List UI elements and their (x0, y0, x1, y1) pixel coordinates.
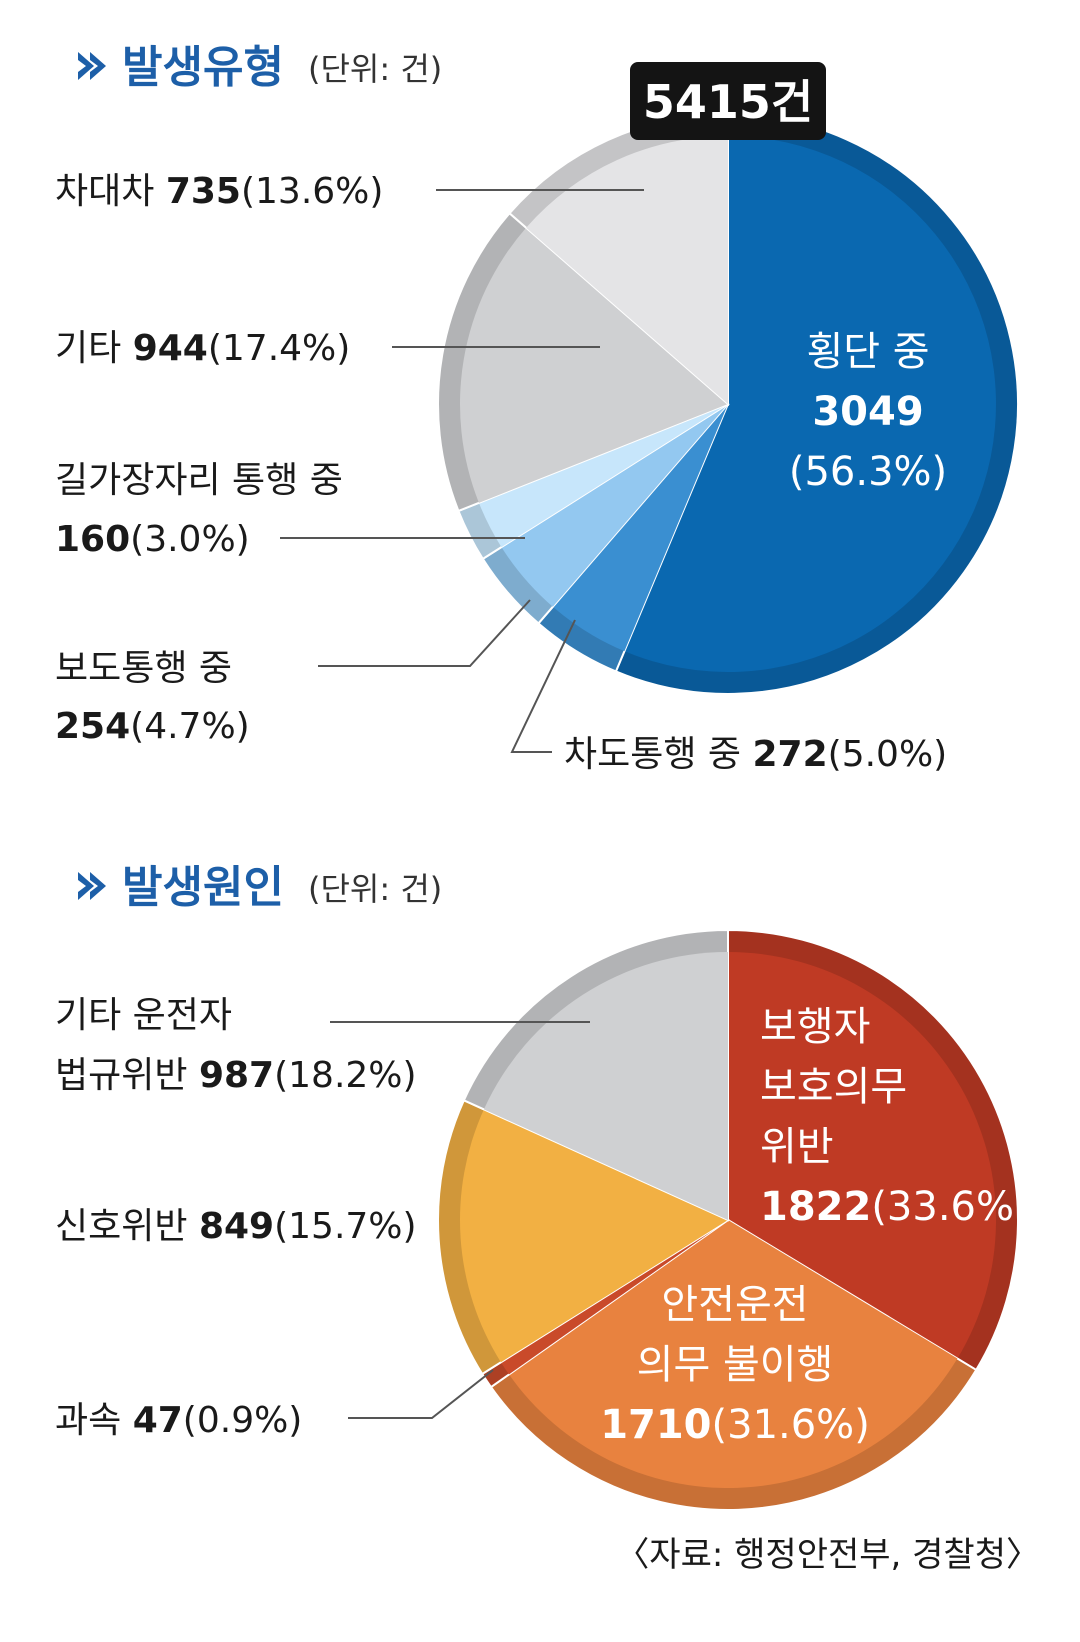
type-label-bodo-value: 254 (55, 706, 130, 747)
type-label-gita-pct: (17.4%) (208, 328, 350, 369)
total-badge: 5415건 (630, 62, 826, 140)
type-label-chadaecha-name: 차대차 (55, 171, 166, 212)
type-section-title: 발생유형 (122, 42, 284, 93)
type-label-chado-name: 차도통행 중 (564, 734, 753, 775)
cause-pie-slice-inner-0 (728, 951, 997, 1359)
type-label-chado-pct: (5.0%) (828, 734, 948, 775)
type-pie-slice-inner-5 (526, 136, 728, 404)
cause-label-c2-value: 1710 (600, 1402, 711, 1448)
cause-label-c5-name: 법규위반 (55, 1055, 199, 1096)
cause-label-c4-name: 신호위반 (55, 1206, 199, 1247)
chevron-right-icon (78, 52, 106, 80)
type-label-chadaecha: 차대차 735(13.6%) (55, 171, 383, 212)
type-label-gilga-value: 160 (55, 519, 130, 560)
type-pie-slice-inner-2 (501, 404, 728, 607)
total-badge-text: 5415건 (643, 75, 813, 129)
cause-label-c1-line3: 위반 (760, 1124, 834, 1170)
cause-label-c2-valpct: 1710(31.6%) (600, 1402, 870, 1448)
cause-pie-slice-inner-4 (483, 951, 728, 1220)
cause-label-c5: 법규위반 987(18.2%) (55, 1055, 417, 1096)
cause-label-c1-value: 1822 (760, 1184, 871, 1230)
type-section-unit: (단위: 건) (308, 50, 442, 88)
source-note: 〈자료: 행정안전부, 경찰청〉 (615, 1535, 1040, 1575)
cause-label-c1-valpct: 1822(33.6%) (760, 1184, 1030, 1230)
cause-label-c4-pct: (15.7%) (274, 1206, 416, 1247)
cause-label-c2-pct: (31.6%) (712, 1402, 870, 1448)
type-label-bodo-name: 보도통행 중 (55, 648, 232, 689)
cause-slice-label-c1: 보행자 보호의무 위반 1822(33.6%) (760, 1004, 1030, 1230)
cause-pie-slice-inner-2 (500, 1220, 728, 1375)
cause-label-c1-pct: (33.6%) (871, 1184, 1029, 1230)
type-label-gilga-name: 길가장자리 통행 중 (55, 460, 343, 501)
cause-pie-chart (436, 928, 1019, 1511)
type-label-gita-value: 944 (133, 328, 208, 369)
cause-label-c4: 신호위반 849(15.7%) (55, 1206, 417, 1247)
type-label-bodo: 254(4.7%) (55, 706, 250, 747)
cause-slice-label-c2: 안전운전 의무 불이행 1710(31.6%) (600, 1282, 870, 1448)
cause-label-c3: 과속 47(0.9%) (55, 1400, 302, 1441)
cause-label-c3-value: 47 (133, 1400, 183, 1441)
cause-label-c5-pct: (18.2%) (274, 1055, 416, 1096)
chevron-right-icon (78, 872, 106, 900)
type-label-gita: 기타 944(17.4%) (55, 328, 350, 369)
leader-line-bodo (318, 599, 531, 667)
cause-label-c3-pct: (0.9%) (183, 1400, 303, 1441)
type-label-main-pct: (56.3%) (789, 449, 947, 495)
type-label-gilga-pct: (3.0%) (130, 519, 250, 560)
type-label-chadaecha-value: 735 (166, 171, 241, 212)
cause-label-c5-line1: 기타 운전자 (55, 995, 232, 1036)
type-label-chado: 차도통행 중 272(5.0%) (564, 734, 947, 775)
type-pie-slice-inner-3 (478, 404, 728, 548)
cause-label-c5-value: 987 (199, 1055, 274, 1096)
cause-section-header: 발생원인 (단위: 건) (78, 862, 442, 913)
type-label-chadaecha-pct: (13.6%) (241, 171, 383, 212)
cause-label-c3-name: 과속 (55, 1400, 133, 1441)
cause-label-c2-line1: 안전운전 (661, 1282, 808, 1328)
type-label-main-name: 횡단 중 (806, 329, 929, 375)
type-pie-chart (437, 112, 1019, 695)
cause-label-c4-value: 849 (199, 1206, 274, 1247)
type-pie-slice-inner-4 (460, 227, 728, 503)
cause-label-c1-line2: 보호의무 (760, 1064, 907, 1110)
cause-pie-slice-inner-1 (508, 1220, 958, 1488)
leader-line-gwasok (348, 1369, 494, 1419)
type-label-main-value: 3049 (812, 389, 923, 435)
cause-label-c2-line2: 의무 불이행 (637, 1342, 834, 1388)
type-label-bodo-pct: (4.7%) (130, 706, 250, 747)
type-pie-slice-inner-0 (624, 136, 996, 672)
type-pie-slice-inner-1 (552, 404, 728, 652)
type-label-gilga: 160(3.0%) (55, 519, 250, 560)
leader-line-chado (510, 619, 576, 753)
type-slice-label-main: 횡단 중 3049 (56.3%) (789, 329, 947, 495)
cause-pie-slice-inner-3 (459, 1109, 728, 1363)
type-label-chado-value: 272 (753, 734, 828, 775)
cause-section-unit: (단위: 건) (308, 870, 442, 908)
cause-section-title: 발생원인 (122, 862, 284, 913)
cause-label-c1-line1: 보행자 (760, 1004, 870, 1050)
type-section-header: 발생유형 (단위: 건) (78, 42, 442, 93)
type-label-gita-name: 기타 (55, 328, 133, 369)
